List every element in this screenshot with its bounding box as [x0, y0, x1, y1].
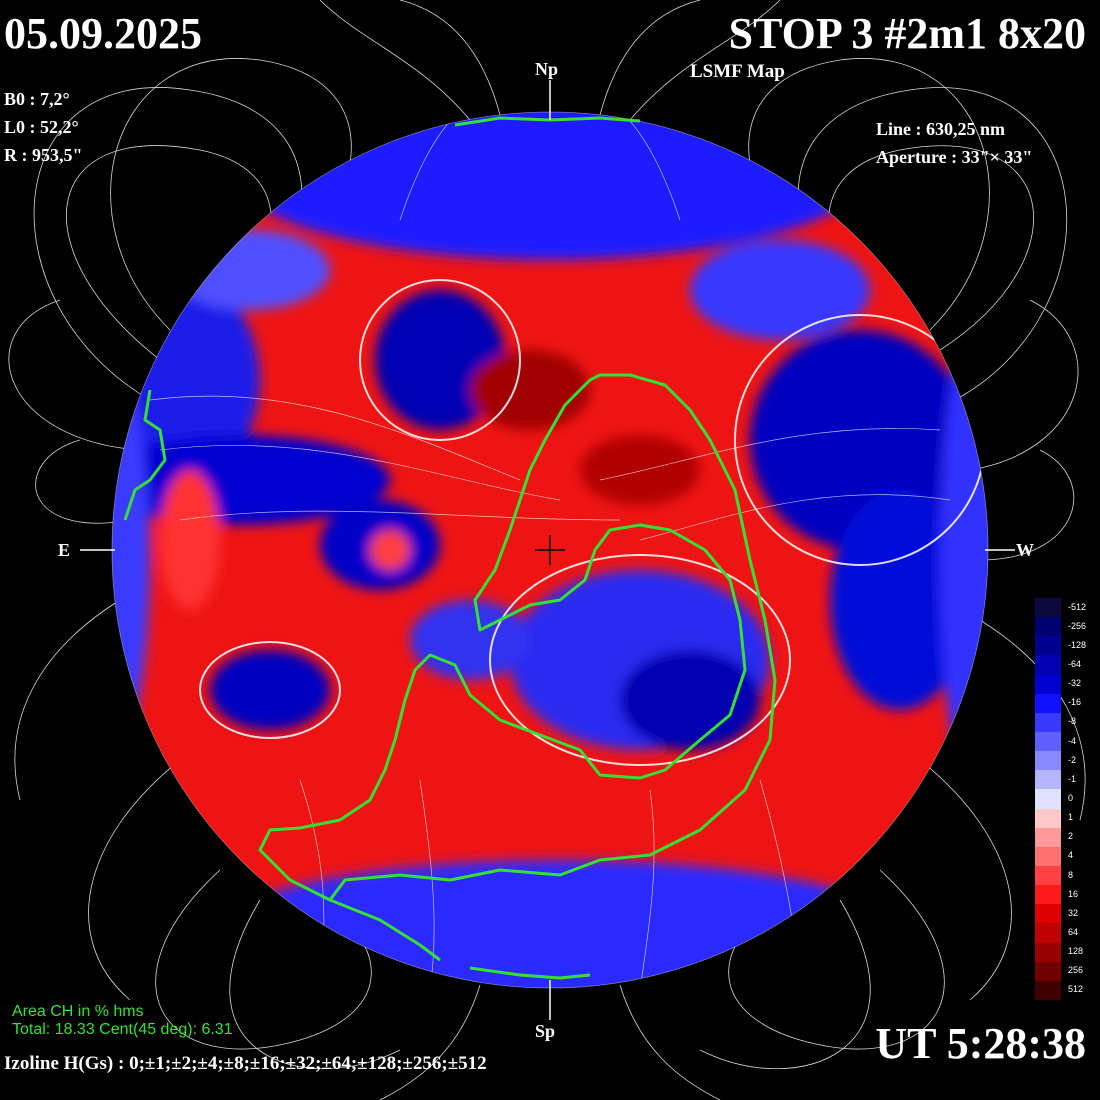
east-label: E: [58, 540, 71, 560]
south-pole-label: Sp: [535, 1021, 556, 1041]
colorbar-swatch: [1035, 961, 1061, 982]
line-param: Line : 630,25 nm: [876, 119, 1006, 139]
colorbar-swatch: [1035, 827, 1061, 848]
colorbar-swatch: [1035, 693, 1061, 714]
colorbar-tick-label: -32: [1068, 678, 1082, 689]
colorbar-tick-label: 8: [1068, 869, 1074, 880]
aperture-param: Aperture : 33"× 33": [876, 147, 1033, 167]
colorbar-swatch: [1035, 980, 1061, 1001]
colorbar-swatch: [1035, 866, 1061, 886]
north-pole-label: Np: [535, 59, 559, 79]
colorbar-tick-label: 64: [1068, 927, 1079, 937]
colorbar-swatch: [1035, 617, 1061, 637]
colorbar-swatch: [1035, 770, 1061, 790]
colorbar-tick-label: 16: [1068, 888, 1079, 899]
universal-time: UT 5:28:38: [875, 1019, 1086, 1068]
colorbar-labels: -512 -256 -128 -64 -32 -16 -8 -4 -2 -1 0 1 2 4 8 16 32 64…: [1066, 598, 1100, 1000]
observation-date: 05.09.2025: [4, 9, 202, 58]
map-subtitle: LSMF Map: [690, 61, 785, 82]
colorbar-swatch: [1035, 636, 1061, 656]
colorbar-swatch: [1035, 923, 1061, 944]
colorbar-tick-label: 2: [1068, 831, 1074, 842]
west-label: W: [1016, 540, 1034, 560]
center-cross: [535, 535, 565, 565]
isoline-levels: Izoline H(Gs) : 0;±1;±2;±4;±8;±16;±32;±6…: [4, 1053, 487, 1074]
colorbar-tick-label: 256: [1068, 965, 1084, 976]
colorbar-tick-label: -256: [1068, 620, 1087, 631]
colorbar: [1035, 598, 1061, 1001]
axis-ticks: [80, 80, 1015, 1020]
ch-area-title: Area CH in % hms: [12, 1003, 144, 1020]
colorbar-tick-label: -4: [1068, 735, 1077, 746]
l0-param: L0 : 52,2°: [4, 117, 79, 137]
colorbar-tick-label: 1: [1068, 812, 1074, 823]
colorbar-swatch: [1035, 808, 1061, 829]
colorbar-tick-label: -16: [1068, 697, 1082, 708]
colorbar-tick-label: -8: [1068, 716, 1077, 727]
colorbar-swatch: [1035, 598, 1061, 618]
colorbar-tick-label: -2: [1068, 754, 1077, 765]
colorbar-tick-label: 0: [1068, 793, 1074, 803]
colorbar-swatch: [1035, 751, 1061, 771]
colorbar-tick-label: 128: [1068, 946, 1084, 957]
radius-param: R : 953,5": [4, 145, 83, 165]
colorbar-swatch: [1035, 904, 1061, 924]
colorbar-tick-label: -64: [1068, 659, 1082, 669]
colorbar-tick-label: 32: [1068, 907, 1079, 918]
colorbar-swatch: [1035, 789, 1061, 810]
colorbar-swatch: [1035, 885, 1061, 905]
colorbar-tick-label: -512: [1068, 601, 1087, 612]
colorbar-swatch: [1035, 674, 1061, 695]
colorbar-tick-label: 4: [1068, 850, 1074, 861]
colorbar-tick-label: -128: [1068, 639, 1087, 650]
map-title: STOP 3 #2m1 8x20: [728, 9, 1086, 58]
colorbar-tick-label: 512: [1068, 984, 1084, 995]
field-lines-outer: [8, 0, 1086, 1100]
b0-param: B0 : 7,2°: [4, 89, 70, 109]
colorbar-swatch: [1035, 942, 1061, 963]
ch-area-stats: Total: 18.33 Cent(45 deg): 6.31: [12, 1021, 233, 1038]
colorbar-swatch: [1035, 846, 1061, 867]
colorbar-swatch: [1035, 655, 1061, 676]
colorbar-tick-label: -1: [1068, 773, 1077, 784]
colorbar-swatch: [1035, 732, 1061, 752]
colorbar-swatch: [1035, 712, 1061, 733]
